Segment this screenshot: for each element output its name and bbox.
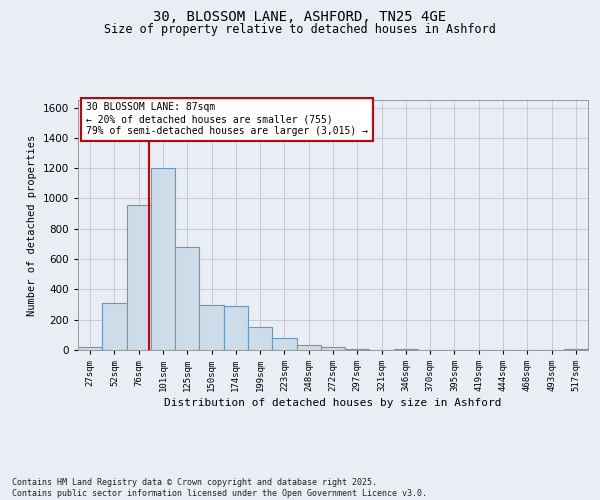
Bar	[151, 168, 175, 350]
X-axis label: Distribution of detached houses by size in Ashford: Distribution of detached houses by size …	[164, 398, 502, 408]
Bar	[564, 349, 588, 350]
Bar	[272, 338, 296, 350]
Text: 30, BLOSSOM LANE, ASHFORD, TN25 4GE: 30, BLOSSOM LANE, ASHFORD, TN25 4GE	[154, 10, 446, 24]
Bar	[127, 204, 151, 350]
Bar	[321, 347, 345, 350]
Bar	[78, 347, 102, 350]
Bar	[224, 306, 248, 350]
Bar	[394, 349, 418, 350]
Text: Size of property relative to detached houses in Ashford: Size of property relative to detached ho…	[104, 22, 496, 36]
Bar	[199, 304, 224, 350]
Bar	[248, 326, 272, 350]
Bar	[296, 346, 321, 350]
Bar	[345, 349, 370, 350]
Bar	[102, 303, 127, 350]
Y-axis label: Number of detached properties: Number of detached properties	[27, 134, 37, 316]
Text: 30 BLOSSOM LANE: 87sqm
← 20% of detached houses are smaller (755)
79% of semi-de: 30 BLOSSOM LANE: 87sqm ← 20% of detached…	[86, 102, 368, 136]
Text: Contains HM Land Registry data © Crown copyright and database right 2025.
Contai: Contains HM Land Registry data © Crown c…	[12, 478, 427, 498]
Bar	[175, 247, 199, 350]
